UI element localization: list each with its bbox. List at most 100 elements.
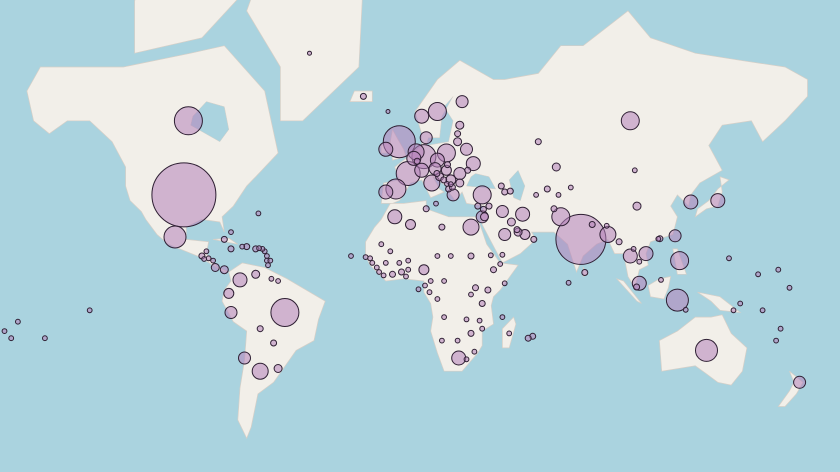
map-bubble-marker[interactable] bbox=[468, 291, 474, 298]
map-bubble-marker[interactable] bbox=[223, 287, 235, 299]
map-bubble-marker[interactable] bbox=[463, 356, 470, 363]
map-bubble-marker[interactable] bbox=[530, 235, 538, 243]
map-bubble-marker[interactable] bbox=[239, 243, 246, 250]
map-bubble-marker[interactable] bbox=[373, 264, 380, 271]
map-bubble-marker[interactable] bbox=[362, 254, 369, 261]
map-bubble-marker[interactable] bbox=[524, 334, 532, 342]
map-bubble-marker[interactable] bbox=[201, 256, 208, 262]
map-bubble-marker[interactable] bbox=[275, 278, 282, 284]
map-bubble-marker[interactable] bbox=[441, 314, 448, 321]
map-bubble-marker[interactable] bbox=[151, 162, 217, 228]
map-bubble-marker[interactable] bbox=[403, 273, 409, 280]
map-bubble-marker[interactable] bbox=[228, 229, 234, 236]
map-bubble-marker[interactable] bbox=[426, 289, 433, 296]
map-bubble-marker[interactable] bbox=[555, 192, 562, 198]
map-bubble-marker[interactable] bbox=[670, 251, 690, 271]
map-bubble-marker[interactable] bbox=[434, 253, 441, 259]
map-bubble-marker[interactable] bbox=[227, 245, 235, 253]
map-bubble-marker[interactable] bbox=[474, 202, 482, 210]
map-bubble-marker[interactable] bbox=[405, 257, 412, 264]
map-bubble-marker[interactable] bbox=[603, 222, 610, 229]
map-bubble-marker[interactable] bbox=[638, 246, 654, 262]
map-bubble-marker[interactable] bbox=[506, 187, 514, 195]
map-bubble-marker[interactable] bbox=[710, 193, 726, 209]
map-bubble-marker[interactable] bbox=[551, 207, 571, 227]
map-bubble-marker[interactable] bbox=[632, 201, 642, 211]
map-bubble-marker[interactable] bbox=[220, 235, 228, 243]
map-bubble-marker[interactable] bbox=[695, 338, 718, 362]
map-bubble-marker[interactable] bbox=[224, 306, 238, 319]
map-bubble-marker[interactable] bbox=[382, 260, 389, 266]
map-bubble-marker[interactable] bbox=[265, 262, 271, 269]
map-bubble-marker[interactable] bbox=[270, 298, 300, 327]
map-bubble-marker[interactable] bbox=[478, 300, 486, 307]
map-bubble-marker[interactable] bbox=[1, 328, 8, 335]
map-bubble-marker[interactable] bbox=[487, 252, 494, 259]
map-bubble-marker[interactable] bbox=[581, 269, 589, 276]
map-bubble-marker[interactable] bbox=[480, 212, 489, 222]
map-bubble-marker[interactable] bbox=[455, 95, 469, 109]
map-bubble-marker[interactable] bbox=[378, 241, 385, 248]
map-bubble-marker[interactable] bbox=[513, 226, 521, 234]
map-bubble-marker[interactable] bbox=[501, 280, 508, 287]
map-bubble-marker[interactable] bbox=[380, 272, 387, 279]
map-bubble-marker[interactable] bbox=[273, 364, 283, 373]
map-bubble-marker[interactable] bbox=[238, 351, 251, 365]
map-bubble-marker[interactable] bbox=[455, 178, 465, 188]
map-bubble-marker[interactable] bbox=[499, 251, 506, 258]
map-bubble-marker[interactable] bbox=[447, 253, 454, 259]
map-bubble-marker[interactable] bbox=[551, 162, 561, 172]
map-bubble-marker[interactable] bbox=[467, 252, 475, 260]
map-bubble-marker[interactable] bbox=[631, 167, 638, 174]
map-bubble-marker[interactable] bbox=[453, 137, 463, 147]
map-bubble-marker[interactable] bbox=[506, 217, 516, 227]
map-bubble-marker[interactable] bbox=[773, 337, 779, 344]
map-bubble-marker[interactable] bbox=[42, 335, 48, 342]
map-bubble-marker[interactable] bbox=[267, 257, 274, 264]
map-bubble-marker[interactable] bbox=[755, 271, 761, 278]
map-bubble-marker[interactable] bbox=[499, 314, 506, 321]
map-bubble-marker[interactable] bbox=[415, 286, 422, 293]
map-bubble-marker[interactable] bbox=[307, 50, 312, 56]
map-bubble-marker[interactable] bbox=[268, 275, 275, 282]
map-bubble-marker[interactable] bbox=[378, 141, 394, 157]
map-bubble-marker[interactable] bbox=[427, 102, 447, 121]
map-bubble-marker[interactable] bbox=[359, 92, 367, 100]
map-bubble-marker[interactable] bbox=[398, 268, 405, 276]
map-bubble-marker[interactable] bbox=[405, 266, 412, 273]
map-bubble-marker[interactable] bbox=[786, 284, 793, 291]
map-bubble-marker[interactable] bbox=[454, 130, 462, 138]
map-bubble-marker[interactable] bbox=[534, 138, 542, 146]
map-bubble-marker[interactable] bbox=[438, 223, 446, 231]
map-bubble-marker[interactable] bbox=[759, 307, 766, 314]
map-bubble-marker[interactable] bbox=[439, 337, 445, 344]
map-bubble-marker[interactable] bbox=[422, 205, 430, 213]
map-bubble-marker[interactable] bbox=[533, 192, 539, 198]
map-bubble-marker[interactable] bbox=[251, 269, 261, 279]
map-bubble-marker[interactable] bbox=[369, 260, 376, 266]
map-bubble-marker[interactable] bbox=[378, 184, 394, 200]
map-bubble-marker[interactable] bbox=[163, 225, 187, 249]
map-bubble-marker[interactable] bbox=[460, 142, 473, 156]
map-bubble-marker[interactable] bbox=[615, 238, 623, 246]
map-bubble-marker[interactable] bbox=[219, 265, 229, 275]
map-bubble-marker[interactable] bbox=[256, 245, 263, 252]
map-bubble-marker[interactable] bbox=[471, 348, 478, 355]
map-bubble-marker[interactable] bbox=[484, 286, 492, 294]
map-bubble-marker[interactable] bbox=[636, 258, 643, 265]
map-bubble-marker[interactable] bbox=[203, 248, 210, 255]
map-bubble-marker[interactable] bbox=[588, 221, 596, 228]
map-bubble-marker[interactable] bbox=[376, 269, 383, 275]
map-bubble-marker[interactable] bbox=[441, 278, 448, 284]
map-bubble-marker[interactable] bbox=[173, 106, 203, 136]
map-bubble-marker[interactable] bbox=[683, 194, 699, 210]
map-bubble-marker[interactable] bbox=[467, 329, 475, 337]
map-bubble-marker[interactable] bbox=[414, 108, 430, 124]
map-bubble-marker[interactable] bbox=[775, 266, 782, 273]
map-bubble-marker[interactable] bbox=[465, 156, 481, 172]
map-bubble-marker[interactable] bbox=[793, 375, 807, 389]
map-bubble-marker[interactable] bbox=[251, 362, 269, 380]
map-bubble-marker[interactable] bbox=[210, 263, 220, 272]
map-bubble-marker[interactable] bbox=[515, 206, 531, 222]
map-bubble-marker[interactable] bbox=[655, 236, 662, 242]
